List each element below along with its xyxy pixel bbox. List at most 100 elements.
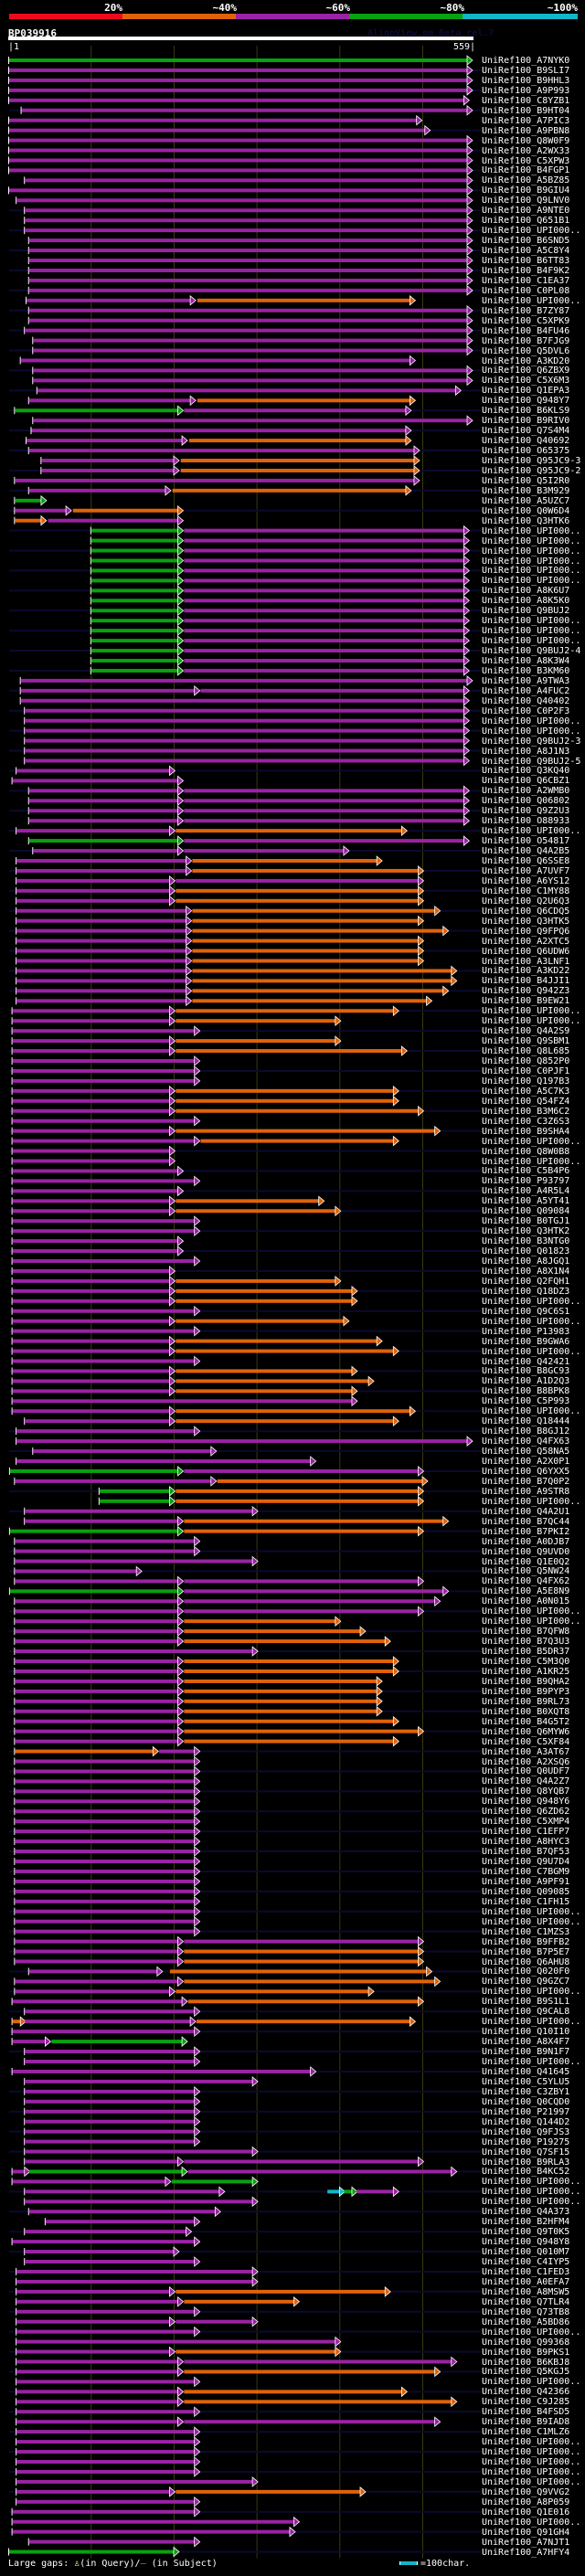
hit-label[interactable]: UniRef100_B3M929 (482, 485, 570, 496)
hsp-segment[interactable] (25, 1509, 254, 1513)
hit-label[interactable]: UniRef100_Q09085 (482, 1886, 570, 1897)
hit-label[interactable]: UniRef100_A1D2Q3 (482, 1376, 570, 1387)
hit-label[interactable]: UniRef100_Q9BUJ2-5 (482, 756, 581, 767)
hsp-segment[interactable] (176, 888, 420, 893)
hit-row[interactable] (9, 1945, 481, 1957)
hit-row[interactable] (8, 1585, 481, 1597)
hsp-segment[interactable] (25, 2129, 196, 2134)
hit-row[interactable] (9, 1385, 481, 1397)
hsp-segment[interactable] (200, 688, 465, 693)
hit-label[interactable]: UniRef100_B9SHA4 (482, 1126, 570, 1137)
hsp-segment[interactable] (184, 568, 465, 573)
hsp-segment[interactable] (176, 1989, 370, 1994)
hsp-segment[interactable] (25, 2149, 254, 2154)
hit-label[interactable]: UniRef100_Q6SSE8 (482, 856, 570, 866)
hit-row[interactable] (8, 144, 481, 156)
hsp-segment[interactable] (33, 378, 469, 383)
hsp-segment[interactable] (90, 528, 179, 533)
hit-row[interactable] (9, 2446, 481, 2457)
hit-label[interactable]: UniRef100_UPI000.. (482, 535, 581, 546)
hit-label[interactable]: UniRef100_B4G5T2 (482, 1716, 570, 1727)
hit-row[interactable] (9, 1626, 481, 1638)
hit-row[interactable] (9, 985, 481, 997)
hit-label[interactable]: UniRef100_C1FH15 (482, 1896, 570, 1907)
hit-label[interactable]: UniRef100_A5UZC7 (482, 495, 570, 506)
hsp-segment[interactable] (9, 68, 468, 72)
hsp-segment[interactable] (16, 2319, 171, 2324)
hit-label[interactable]: UniRef100_Q09084 (482, 1206, 570, 1217)
hit-label[interactable]: UniRef100_Q18444 (482, 1416, 570, 1427)
hit-label[interactable]: UniRef100_B7QF53 (482, 1847, 570, 1858)
hit-row[interactable] (9, 2285, 481, 2297)
hit-label[interactable]: UniRef100_Q1E016 (482, 2507, 570, 2518)
hsp-segment[interactable] (16, 918, 187, 923)
hit-row[interactable] (27, 795, 470, 807)
hit-row[interactable] (14, 1715, 399, 1727)
hsp-segment[interactable] (90, 629, 179, 633)
hit-row[interactable] (16, 2336, 342, 2348)
hit-row[interactable] (27, 395, 417, 407)
hit-row[interactable] (24, 1515, 450, 1527)
hsp-segment[interactable] (25, 2189, 220, 2194)
hit-label[interactable]: UniRef100_Q948Y8 (482, 2237, 570, 2248)
hsp-segment[interactable] (176, 1339, 378, 1343)
hsp-segment[interactable] (90, 649, 179, 653)
hsp-segment[interactable] (184, 2400, 452, 2404)
hsp-segment[interactable] (15, 1879, 196, 1883)
hit-label[interactable]: UniRef100_B7Q3U3 (482, 1637, 570, 1648)
hit-row[interactable] (32, 375, 473, 387)
hsp-segment[interactable] (90, 609, 179, 613)
hit-label[interactable]: UniRef100_B9SLI7 (482, 65, 570, 76)
hsp-segment[interactable] (15, 1639, 179, 1644)
hsp-segment[interactable] (15, 1929, 196, 1934)
hit-label[interactable]: UniRef100_Q7S4M4 (482, 426, 570, 437)
hsp-segment[interactable] (184, 528, 465, 533)
hsp-segment[interactable] (16, 908, 187, 913)
hit-row[interactable] (24, 2156, 425, 2168)
hsp-segment[interactable] (16, 2479, 254, 2484)
hsp-segment[interactable] (184, 1699, 378, 1703)
hsp-segment[interactable] (28, 488, 166, 493)
hit-label[interactable]: UniRef100_B9GIU4 (482, 186, 570, 196)
hsp-segment[interactable] (176, 1409, 411, 1414)
hit-label[interactable]: UniRef100_A2X0P1 (482, 1457, 570, 1467)
hsp-segment[interactable] (28, 308, 469, 313)
hit-row[interactable] (9, 405, 481, 417)
hsp-segment[interactable] (15, 1989, 171, 1994)
hit-label[interactable]: UniRef100_UPI000.. (482, 1296, 581, 1307)
hsp-segment[interactable] (184, 1529, 420, 1533)
hsp-segment[interactable] (16, 2269, 254, 2274)
hit-row[interactable] (9, 525, 481, 536)
hit-row[interactable] (9, 1646, 481, 1657)
hit-label[interactable]: UniRef100_Q6YXX5 (482, 1466, 570, 1477)
hsp-segment[interactable] (15, 1549, 196, 1553)
hsp-segment[interactable] (25, 2260, 196, 2263)
hit-row[interactable] (11, 2516, 301, 2528)
hsp-segment[interactable] (9, 1468, 179, 1473)
hit-label[interactable]: UniRef100_B8GC93 (482, 1366, 570, 1377)
hsp-segment[interactable] (16, 2380, 196, 2384)
hsp-segment[interactable] (90, 578, 179, 583)
hit-label[interactable]: UniRef100_A2XSQ6 (482, 1756, 570, 1767)
hit-label[interactable]: UniRef100_UPI000.. (482, 1006, 581, 1017)
hsp-segment[interactable] (176, 1049, 403, 1054)
hit-label[interactable]: UniRef100_UPI000.. (482, 2177, 581, 2188)
hit-row[interactable] (8, 185, 481, 196)
hsp-segment[interactable] (16, 2369, 179, 2374)
hsp-segment[interactable] (356, 2189, 395, 2194)
hit-label[interactable]: UniRef100_Q9Z2U3 (482, 806, 570, 817)
hsp-segment[interactable] (33, 1449, 212, 1454)
hit-row[interactable] (14, 1636, 391, 1647)
hsp-segment[interactable] (16, 949, 187, 953)
hit-row[interactable] (16, 1456, 317, 1467)
hsp-segment[interactable] (12, 1159, 171, 1163)
hit-row[interactable] (9, 2386, 481, 2398)
hsp-segment[interactable] (184, 1679, 378, 1683)
hit-row[interactable] (90, 555, 470, 567)
hsp-segment[interactable] (176, 878, 420, 883)
hit-label[interactable]: UniRef100_A5BZ85 (482, 175, 570, 186)
hsp-segment[interactable] (184, 619, 465, 623)
hsp-segment[interactable] (12, 2069, 312, 2073)
hsp-segment[interactable] (33, 849, 179, 853)
hsp-segment[interactable] (12, 1049, 171, 1054)
